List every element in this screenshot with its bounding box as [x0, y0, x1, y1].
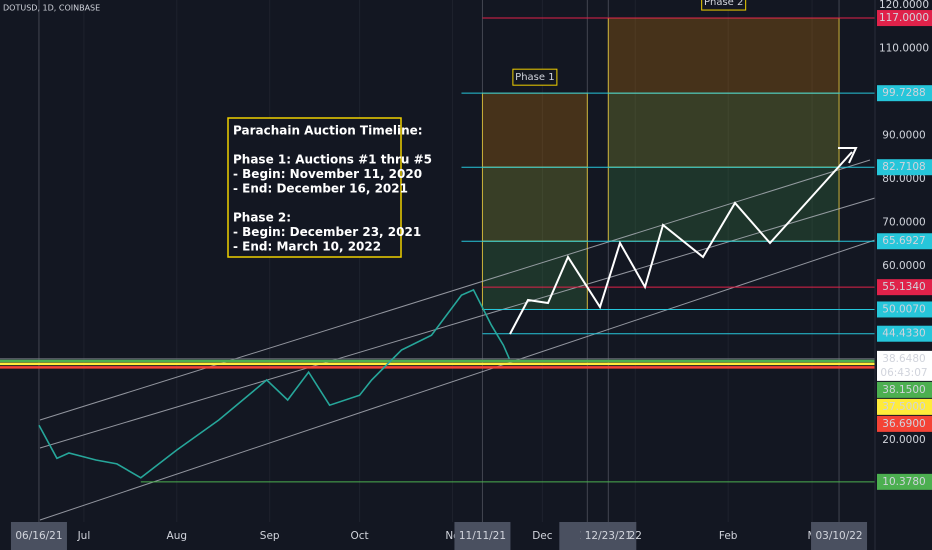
- note-line: Parachain Auction Timeline:: [233, 124, 423, 138]
- level-label-box: [877, 233, 932, 250]
- x-tick-label: 11/11/21: [459, 530, 506, 542]
- x-tick-highlight: [454, 522, 511, 550]
- level-label-box: [877, 350, 932, 381]
- level-label: 50.0070: [882, 303, 925, 315]
- note-line: Phase 2:: [233, 211, 291, 225]
- y-tick-label: 90.0000: [882, 130, 925, 142]
- x-tick-highlight: [811, 522, 868, 550]
- projection: [509, 151, 853, 335]
- x-tick-label: 06/16/21: [15, 530, 62, 542]
- phase-box: [481, 166, 588, 242]
- note-box: Parachain Auction Timeline: Phase 1: Auct…: [227, 117, 432, 258]
- x-tick-label: Feb: [719, 530, 738, 542]
- x-tick-label: 12/23/21: [585, 530, 632, 542]
- y-tick-label: 80.0000: [882, 173, 925, 185]
- y-tick-label: 110.0000: [879, 43, 929, 55]
- level-label: 36.6900: [882, 418, 925, 430]
- level-label: 38.6480: [882, 353, 925, 365]
- x-tick-label: 22: [629, 530, 642, 542]
- level-label-box: [877, 301, 932, 318]
- phase-label: Phase 1: [515, 72, 554, 83]
- channel-mid: [39, 197, 876, 449]
- note-frame: [227, 117, 402, 258]
- x-tick-label: 03/10/22: [815, 530, 862, 542]
- phase-box: [481, 240, 588, 310]
- x-tick-label: Jul: [77, 530, 91, 542]
- phase-label: Phase 2: [704, 0, 743, 8]
- phase-box: [607, 92, 840, 168]
- level-label-box: [877, 10, 932, 27]
- level-label: 82.7108: [882, 161, 925, 173]
- symbol: DOTUSD, 1D, COINBASE: [3, 4, 100, 13]
- x-tick-label: Dec: [532, 530, 553, 542]
- level-label: 37.5000: [882, 401, 925, 413]
- level-label: 44.4330: [882, 328, 925, 340]
- x-tick-highlight: [580, 522, 637, 550]
- level-label-box: [877, 415, 932, 432]
- x-tick-label: Sep: [260, 530, 280, 542]
- level-label-box: [877, 473, 932, 490]
- phase-label-box: [512, 68, 558, 86]
- level-label-box: [877, 159, 932, 176]
- phase-box: [481, 92, 588, 168]
- level-label-box: [877, 279, 932, 296]
- note-line: - End: December 16, 2021: [233, 182, 408, 196]
- phase-box: [607, 17, 840, 94]
- level-label: 117.0000: [879, 12, 929, 24]
- level-label-box: [877, 381, 932, 398]
- note-line: Phase 1: Auctions #1 thru #5: [233, 153, 432, 167]
- countdown: 06:43:07: [880, 367, 927, 379]
- phase-box: [607, 166, 840, 242]
- y-tick-label: 120.0000: [879, 0, 929, 11]
- x-tick-highlight: [10, 522, 67, 550]
- x-tick-label: Aug: [167, 530, 188, 542]
- projection-arrow: [838, 147, 858, 164]
- x-axis: [0, 522, 875, 550]
- y-tick-label: 70.0000: [882, 216, 925, 228]
- x-tick-label: Oct: [351, 530, 369, 542]
- y-tick-label: 60.0000: [882, 260, 925, 272]
- level-label: 55.1340: [882, 281, 925, 293]
- level-label-box: [877, 85, 932, 102]
- phase-label-box: [701, 0, 747, 11]
- level-label: 99.7288: [882, 87, 925, 99]
- level-label-box: [877, 398, 932, 415]
- note-line: - Begin: November 11, 2020: [233, 167, 422, 181]
- level-label: 38.1500: [882, 384, 925, 396]
- y-tick-label: 20.0000: [882, 434, 925, 446]
- channel-top: [39, 159, 871, 421]
- note-line: - Begin: December 23, 2021: [233, 225, 421, 239]
- level-label: 65.6927: [882, 235, 925, 247]
- note-line: - End: March 10, 2022: [233, 240, 381, 254]
- level-label: 10.3780: [882, 476, 925, 488]
- level-label-box: [877, 325, 932, 342]
- price-line: [38, 288, 511, 479]
